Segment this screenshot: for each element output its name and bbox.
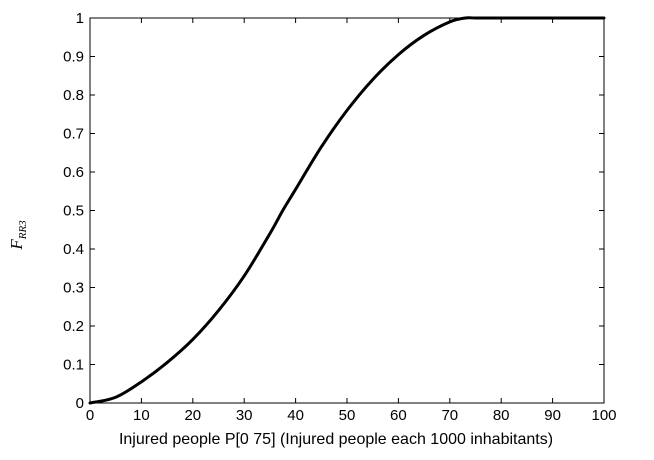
- y-axis-label: FRR3: [7, 220, 29, 251]
- x-tick-label: 90: [544, 407, 561, 424]
- x-axis-label: Injured people P[0 75] (Injured people e…: [119, 431, 553, 448]
- y-tick-label: 0: [76, 395, 84, 412]
- y-tick-label: 0.1: [63, 357, 84, 374]
- x-tick-label: 40: [287, 407, 304, 424]
- x-tick-label: 20: [184, 407, 201, 424]
- x-tick-label: 30: [236, 407, 253, 424]
- y-tick-label: 1: [76, 10, 84, 27]
- x-tick-label: 70: [441, 407, 458, 424]
- y-tick-label: 0.5: [63, 203, 84, 220]
- x-tick-label: 50: [339, 407, 356, 424]
- y-axis-label-subscript: RR3: [17, 220, 29, 240]
- y-tick-label: 0.7: [63, 126, 84, 143]
- y-tick-label: 0.2: [63, 318, 84, 335]
- y-tick-label: 0.9: [63, 49, 84, 66]
- y-tick-label: 0.8: [63, 87, 84, 104]
- y-tick-label: 0.6: [63, 164, 84, 181]
- y-axis-ticks: 0 0.1 0.2 0.3 0.4 0.5 0.6 0.7 0.8 0.9 1: [63, 10, 604, 412]
- x-tick-label: 60: [390, 407, 407, 424]
- x-tick-label: 10: [133, 407, 150, 424]
- x-tick-label: 100: [591, 407, 616, 424]
- y-axis-label-main: F: [7, 239, 26, 251]
- y-tick-label: 0.4: [63, 241, 84, 258]
- x-axis-ticks: 0 10 20 30 40 50 60 70 80 90 100: [86, 18, 617, 424]
- series-line: [88, 16, 606, 405]
- x-tick-label: 80: [493, 407, 510, 424]
- plot-area-frame: [89, 17, 605, 404]
- x-tick-label: 0: [86, 407, 94, 424]
- y-tick-label: 0.3: [63, 280, 84, 297]
